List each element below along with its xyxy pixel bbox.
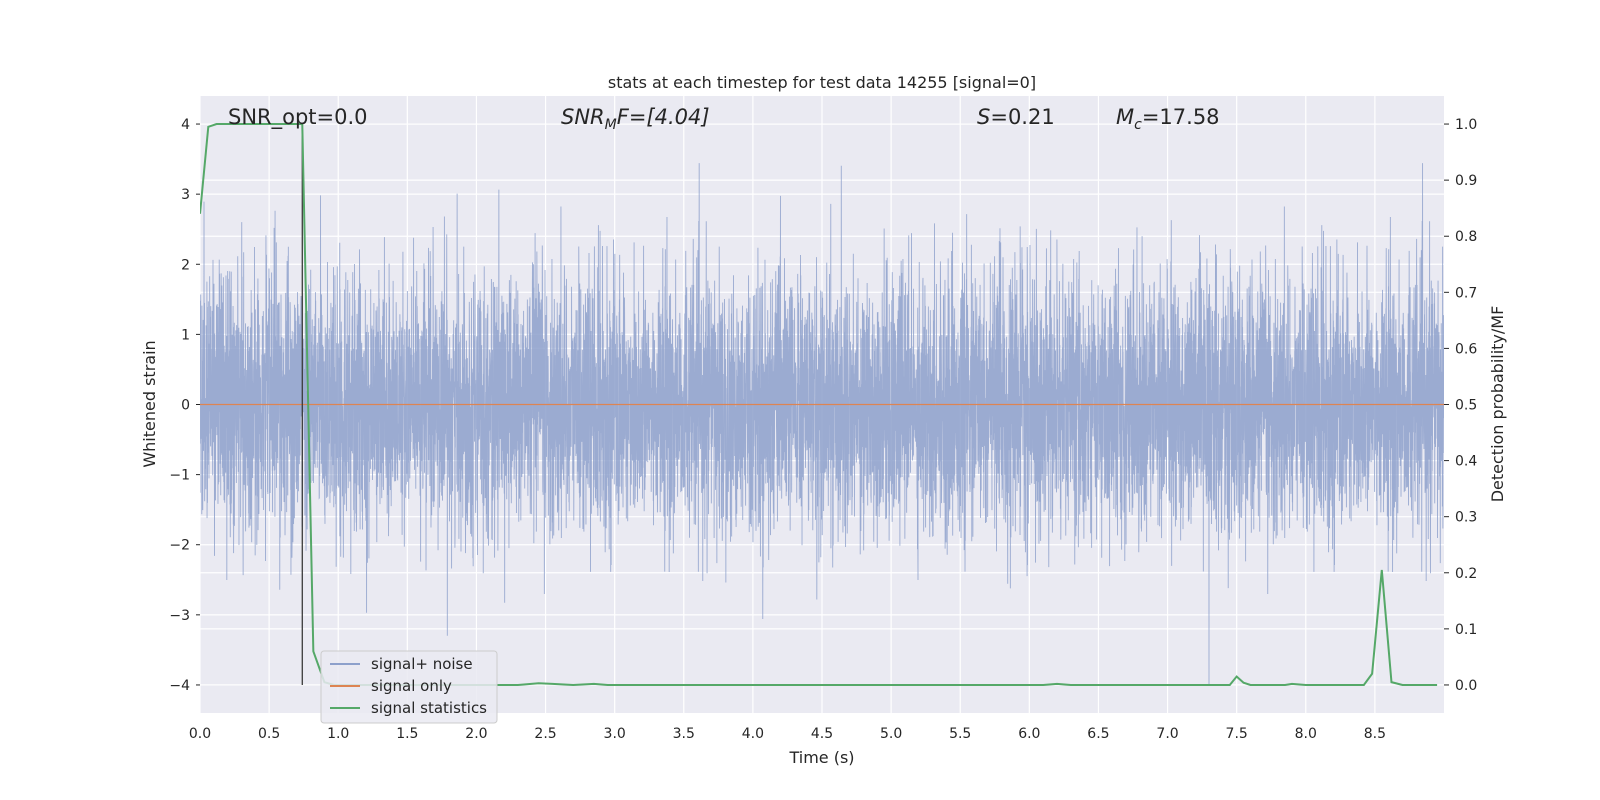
right-y-axis-ticks: 1.0 0.9 0.8 0.7 0.6 0.5 0.4 0.3 0.2 0.1 0.0	[1444, 117, 1477, 694]
y-tick-label: −1	[169, 468, 190, 484]
y-tick-label: 2	[181, 257, 190, 273]
right-y-tick-label: 1.0	[1455, 117, 1477, 133]
right-y-tick-label: 0.0	[1455, 678, 1477, 694]
x-tick-label: 4.0	[742, 726, 764, 742]
x-tick-label: 2.0	[465, 726, 487, 742]
x-tick-label: 0.0	[189, 726, 211, 742]
y-tick-label: −2	[169, 538, 190, 554]
series-signal-plus-noise	[200, 163, 1444, 685]
x-axis-ticks: 0.0 0.5 1.0 1.5 2.0 2.5 3.0 3.5 4.0 4.5 5.0 5.5 6.0 6…	[189, 726, 1386, 742]
right-y-tick-label: 0.9	[1455, 173, 1477, 189]
y-tick-label: 1	[181, 327, 190, 343]
right-y-tick-label: 0.8	[1455, 229, 1477, 245]
right-y-tick-label: 0.4	[1455, 454, 1477, 470]
x-tick-label: 6.5	[1087, 726, 1109, 742]
annotation-mc: Mc=17.58	[1116, 105, 1220, 133]
legend-label-signal-statistics: signal statistics	[371, 699, 487, 717]
x-tick-label: 1.5	[396, 726, 418, 742]
y-tick-label: 0	[181, 398, 190, 414]
x-tick-label: 1.0	[327, 726, 349, 742]
x-tick-label: 7.0	[1156, 726, 1178, 742]
y-tick-label: 4	[181, 117, 190, 133]
x-tick-label: 3.0	[604, 726, 626, 742]
y-tick-label: 3	[181, 187, 190, 203]
annotation-snr-mf: SNRMF=[4.04]	[561, 105, 710, 133]
y-axis-ticks: 4 3 2 1 0 −1 −2 −3 −4	[169, 117, 200, 694]
y-axis-label: Whitened strain	[140, 340, 159, 467]
right-y-axis-label: Detection probability/MF	[1488, 306, 1507, 503]
right-y-tick-label: 0.2	[1455, 566, 1477, 582]
x-tick-label: 2.5	[534, 726, 556, 742]
legend-label-signal-plus-noise: signal+ noise	[371, 655, 473, 673]
x-tick-label: 3.5	[673, 726, 695, 742]
y-tick-label: −4	[169, 678, 190, 694]
right-y-tick-label: 0.3	[1455, 510, 1477, 526]
right-y-tick-label: 0.6	[1455, 341, 1477, 357]
chart-title: stats at each timestep for test data 142…	[608, 73, 1036, 92]
x-tick-label: 0.5	[258, 726, 280, 742]
annotation-snr-opt: SNR_opt=0.0	[228, 105, 368, 130]
x-tick-label: 6.0	[1018, 726, 1040, 742]
legend-label-signal-only: signal only	[371, 677, 452, 695]
signal-plus-noise-line	[200, 163, 1444, 685]
right-y-tick-label: 0.1	[1455, 622, 1477, 638]
right-y-tick-label: 0.7	[1455, 285, 1477, 301]
x-tick-label: 5.0	[880, 726, 902, 742]
legend-box	[320, 650, 498, 724]
x-tick-label: 4.5	[811, 726, 833, 742]
legend: signal+ noise signal only signal statist…	[320, 650, 498, 724]
x-tick-label: 5.5	[949, 726, 971, 742]
y-tick-label: −3	[169, 608, 190, 624]
annotation-s: S=0.21	[977, 105, 1055, 129]
x-tick-label: 7.5	[1226, 726, 1248, 742]
x-axis-label: Time (s)	[788, 748, 854, 767]
right-y-tick-label: 0.5	[1455, 398, 1477, 414]
x-tick-label: 8.0	[1295, 726, 1317, 742]
x-tick-label: 8.5	[1364, 726, 1386, 742]
